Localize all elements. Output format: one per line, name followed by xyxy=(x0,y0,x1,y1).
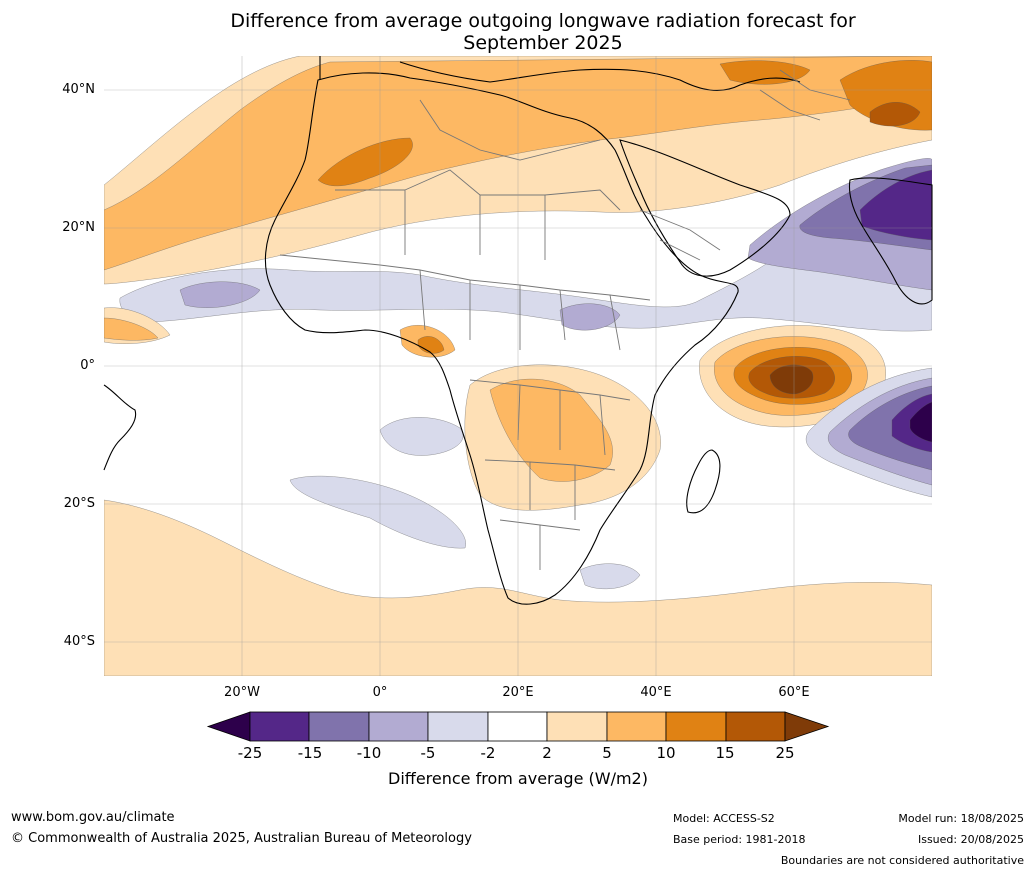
anomaly-region-india-neg15 xyxy=(859,169,932,241)
colorbar-tick: -25 xyxy=(237,744,263,762)
colorbar-tick: -15 xyxy=(297,744,323,762)
anomaly-region-southatlantic-neg2 xyxy=(379,417,464,456)
colorbar-tick: 15 xyxy=(715,744,735,762)
colorbar-tick: -5 xyxy=(420,744,436,762)
lon-label-20w: 20°W xyxy=(224,685,260,700)
colorbar-tick: -2 xyxy=(480,744,496,762)
lat-label-20s: 20°S xyxy=(63,496,95,511)
lon-label-60e: 60°E xyxy=(778,685,810,700)
anomaly-region-sahara-pos10 xyxy=(317,137,413,187)
footer-model-run: Model run: 18/08/2025 xyxy=(898,812,1024,825)
lat-label-20n: 20°N xyxy=(62,220,95,235)
colorbar-tick: 25 xyxy=(775,744,795,762)
country-borders xyxy=(279,69,851,570)
anomaly-region-mideast-pos15 xyxy=(869,102,921,127)
map-title-line2: September 2025 xyxy=(463,32,623,54)
arabia-coastline xyxy=(619,139,791,277)
footer-website: www.bom.gov.au/climate xyxy=(11,810,175,825)
anomaly-region-eastafrica-neg5 xyxy=(559,303,621,331)
anomaly-region-southatlantic-neg2b xyxy=(289,475,466,549)
anomaly-region-madagascar-neg2 xyxy=(579,563,641,590)
coastlines xyxy=(103,56,933,605)
lat-label-40s: 40°S xyxy=(63,634,95,649)
lat-label-40n: 40°N xyxy=(62,82,95,97)
footer-disclaimer: Boundaries are not considered authoritat… xyxy=(780,854,1024,867)
colorbar-tick: 5 xyxy=(602,744,612,762)
africa-coastline xyxy=(264,72,739,605)
lon-label-40e: 40°E xyxy=(640,685,672,700)
map-title: Difference from average outgoing longwav… xyxy=(103,10,983,54)
lat-label-0: 0° xyxy=(80,358,95,373)
footer-model: Model: ACCESS-S2 xyxy=(673,812,775,825)
anomaly-region-seindianocean-neg25 xyxy=(909,401,932,443)
colorbar-tick: 10 xyxy=(656,744,676,762)
anomaly-region-north-pos5 xyxy=(104,56,932,271)
footer-issued: Issued: 20/08/2025 xyxy=(917,833,1024,846)
footer-copyright: © Commonwealth of Australia 2025, Austra… xyxy=(11,831,472,846)
graticule xyxy=(104,56,932,676)
anomaly-region-mediterranean-pos10 xyxy=(719,60,811,85)
anomaly-region-westafrica-neg5 xyxy=(179,281,261,308)
map-title-line1: Difference from average outgoing longwav… xyxy=(230,10,856,32)
anomaly-region-gulfguinea-pos5 xyxy=(104,317,159,341)
footer-base-period: Base period: 1981-2018 xyxy=(673,833,806,846)
anomaly-region-indianocean-pos25 xyxy=(769,364,814,395)
colorbar-tick: -10 xyxy=(356,744,382,762)
southamerica-coastline xyxy=(103,384,137,471)
india-coastline xyxy=(848,177,933,305)
lon-label-0: 0° xyxy=(372,685,388,700)
anomaly-region-southernafrica-pos5 xyxy=(489,378,613,482)
europe-coastline xyxy=(319,56,801,91)
colorbar-tick: 2 xyxy=(542,744,552,762)
lon-label-20e: 20°E xyxy=(502,685,534,700)
madagascar-coastline xyxy=(686,449,721,514)
colorbar-label: Difference from average (W/m2) xyxy=(388,769,648,788)
anomaly-region-south-pos2 xyxy=(104,499,932,676)
